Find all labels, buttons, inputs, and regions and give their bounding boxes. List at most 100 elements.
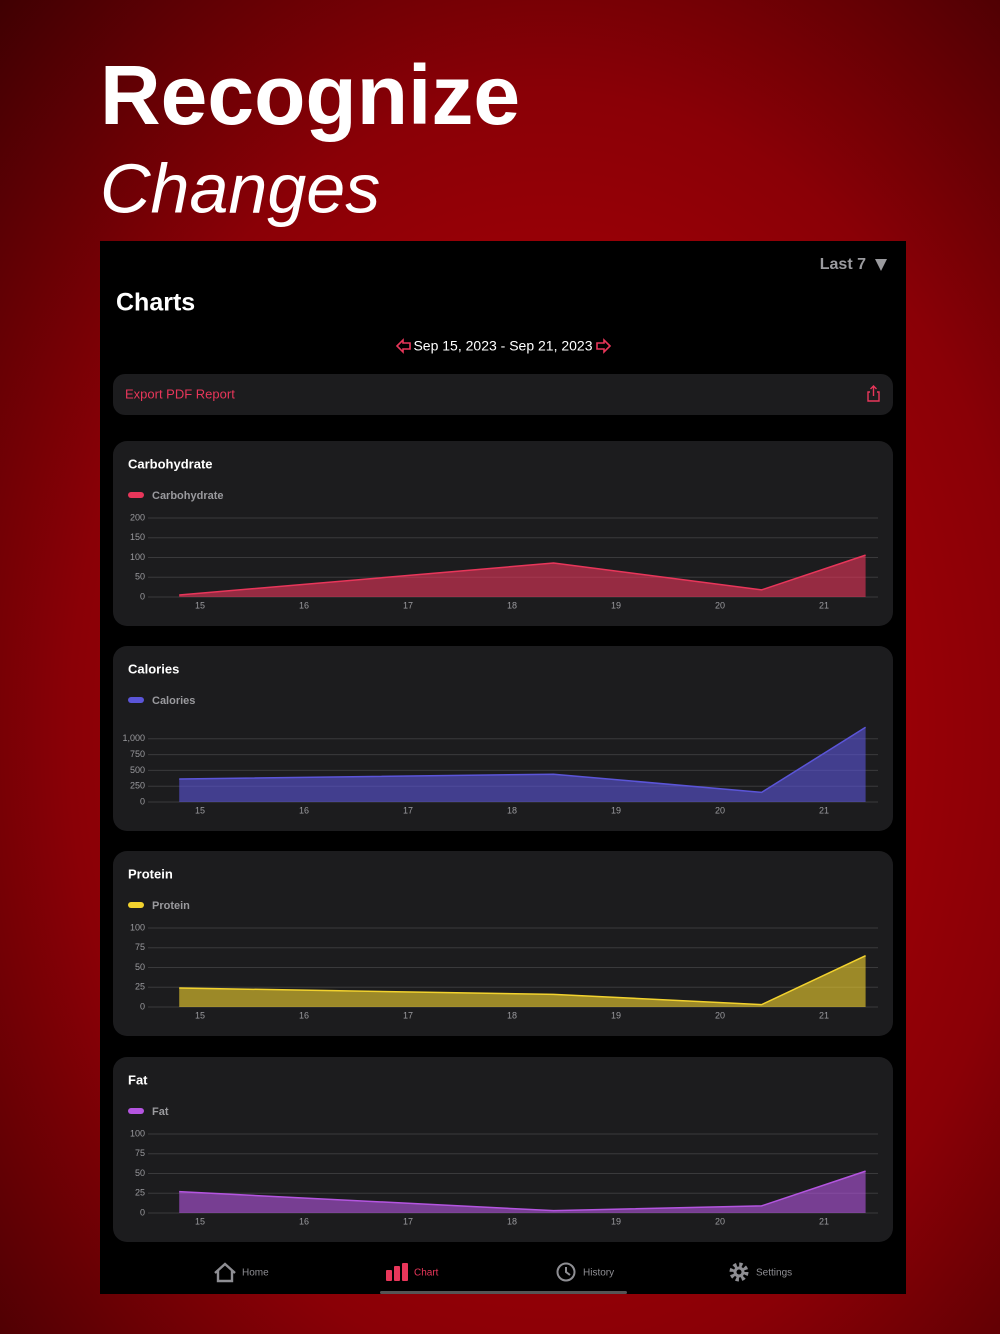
area-line: [179, 1170, 866, 1212]
tab-label[interactable]: Home: [242, 1268, 269, 1279]
tab-bar: Home Chart History Settings: [214, 1262, 792, 1283]
tab-label[interactable]: Chart: [414, 1268, 439, 1279]
next-arrow[interactable]: [596, 338, 612, 354]
y-tick-label: 500: [130, 765, 145, 775]
dropdown-icon[interactable]: [875, 259, 887, 271]
chart-title: Carbohydrate: [128, 456, 213, 471]
export-button[interactable]: [113, 374, 893, 415]
chart-title: Protein: [128, 866, 173, 881]
chart-card: [113, 851, 893, 1036]
y-tick-label: 25: [135, 982, 145, 992]
legend-swatch: [128, 697, 144, 703]
area-fill: [179, 955, 866, 1007]
y-tick-label: 0: [140, 796, 145, 806]
y-tick-label: 25: [135, 1188, 145, 1198]
x-tick-label: 21: [819, 805, 829, 815]
legend-swatch: [128, 492, 144, 498]
tab-icon-part[interactable]: [214, 1262, 236, 1283]
area-fill: [179, 727, 866, 802]
y-tick-label: 50: [135, 962, 145, 972]
x-tick-label: 20: [715, 1216, 725, 1226]
legend-label: Calories: [152, 695, 195, 707]
x-tick-label: 18: [507, 1010, 517, 1020]
export-label[interactable]: Export PDF Report: [125, 386, 235, 401]
x-tick-label: 21: [819, 1010, 829, 1020]
home-indicator: [380, 1291, 627, 1294]
y-tick-label: 100: [130, 1128, 145, 1138]
x-tick-label: 17: [403, 600, 413, 610]
chart-card: [113, 441, 893, 626]
x-tick-label: 16: [299, 1216, 309, 1226]
tab-icon-part[interactable]: [556, 1262, 576, 1282]
y-tick-label: 0: [140, 1001, 145, 1011]
date-range: Sep 15, 2023 - Sep 21, 2023: [413, 338, 592, 354]
area-line: [179, 726, 866, 794]
x-tick-label: 16: [299, 805, 309, 815]
x-tick-label: 21: [819, 600, 829, 610]
tab-icon-part[interactable]: [386, 1270, 392, 1281]
x-tick-label: 15: [195, 1010, 205, 1020]
share-icon[interactable]: [867, 385, 880, 402]
y-tick-label: 100: [130, 552, 145, 562]
x-tick-label: 15: [195, 600, 205, 610]
area-line: [179, 954, 866, 1006]
y-tick-label: 150: [130, 532, 145, 542]
y-tick-label: 50: [135, 1168, 145, 1178]
x-tick-label: 20: [715, 600, 725, 610]
legend-label: Fat: [152, 1106, 169, 1118]
x-tick-label: 18: [507, 600, 517, 610]
legend-swatch: [128, 902, 144, 908]
x-tick-label: 18: [507, 805, 517, 815]
x-tick-label: 16: [299, 600, 309, 610]
tab-icon-part[interactable]: [402, 1263, 408, 1281]
y-tick-label: 0: [140, 591, 145, 601]
y-tick-label: 250: [130, 781, 145, 791]
range-menu[interactable]: Last 7: [820, 256, 866, 273]
y-tick-label: 100: [130, 922, 145, 932]
tab-icon[interactable]: [214, 1262, 236, 1283]
x-tick-label: 20: [715, 805, 725, 815]
tab-label[interactable]: History: [583, 1268, 614, 1279]
tab-label[interactable]: Settings: [756, 1268, 792, 1279]
chart-title: Fat: [128, 1072, 148, 1087]
x-tick-label: 19: [611, 600, 621, 610]
y-tick-label: 75: [135, 1148, 145, 1158]
x-tick-label: 19: [611, 1216, 621, 1226]
x-tick-label: 19: [611, 805, 621, 815]
x-tick-label: 19: [611, 1010, 621, 1020]
tab-icon-part[interactable]: [394, 1266, 400, 1281]
y-tick-label: 1,000: [122, 733, 145, 743]
x-tick-label: 17: [403, 1216, 413, 1226]
chart-card: [113, 1057, 893, 1242]
legend-label: Protein: [152, 900, 190, 912]
area-fill: [179, 555, 866, 597]
x-tick-label: 17: [403, 1010, 413, 1020]
y-tick-label: 50: [135, 572, 145, 582]
y-tick-label: 0: [140, 1207, 145, 1217]
tab-icon-part[interactable]: [565, 1267, 571, 1276]
x-tick-label: 15: [195, 805, 205, 815]
x-tick-label: 17: [403, 805, 413, 815]
tab-icon[interactable]: [556, 1262, 576, 1282]
x-tick-label: 16: [299, 1010, 309, 1020]
x-tick-label: 18: [507, 1216, 517, 1226]
headline: Recognize: [100, 48, 520, 142]
x-tick-label: 15: [195, 1216, 205, 1226]
tab-icon[interactable]: [729, 1262, 749, 1282]
area-line: [179, 554, 866, 596]
x-tick-label: 21: [819, 1216, 829, 1226]
y-tick-label: 75: [135, 942, 145, 952]
area-fill: [179, 1171, 866, 1213]
screen-title: Charts: [116, 289, 195, 317]
tab-icon[interactable]: [386, 1263, 408, 1281]
tab-icon-part[interactable]: [729, 1262, 749, 1282]
y-tick-label: 750: [130, 749, 145, 759]
legend-swatch: [128, 1108, 144, 1114]
y-tick-label: 200: [130, 512, 145, 522]
tab-icon-part[interactable]: [736, 1269, 742, 1275]
legend-label: Carbohydrate: [152, 490, 224, 502]
headline: Changes: [100, 149, 380, 227]
prev-arrow[interactable]: [395, 338, 411, 354]
